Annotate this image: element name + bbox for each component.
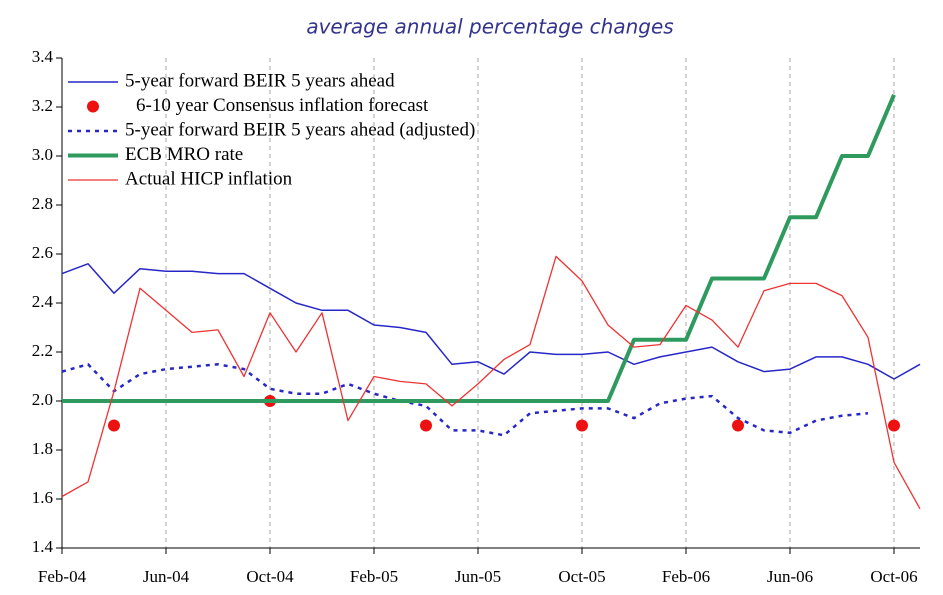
y-tick-label: 1.8 bbox=[32, 439, 53, 458]
x-tick-label: Feb-04 bbox=[38, 567, 87, 586]
series-line bbox=[61, 363, 869, 437]
y-tick-label: 2.8 bbox=[32, 194, 53, 213]
legend-label: 5-year forward BEIR 5 years ahead bbox=[125, 70, 395, 91]
legend-label: 6-10 year Consensus inflation forecast bbox=[136, 95, 429, 116]
legend-label: ECB MRO rate bbox=[125, 144, 243, 165]
forecast-dot bbox=[576, 419, 588, 432]
series-line bbox=[61, 255, 921, 510]
forecast-dot bbox=[420, 419, 432, 432]
y-tick-label: 2.2 bbox=[32, 341, 53, 360]
y-tick-label: 2.0 bbox=[32, 390, 53, 409]
y-tick-label: 1.6 bbox=[32, 488, 53, 507]
y-tick-label: 2.4 bbox=[32, 292, 54, 311]
forecast-dot bbox=[108, 419, 120, 432]
y-tick-label: 3.0 bbox=[32, 145, 53, 164]
y-tick-label: 2.6 bbox=[32, 243, 53, 262]
x-tick-label: Jun-04 bbox=[143, 567, 190, 586]
chart-title: average annual percentage changes bbox=[306, 15, 673, 39]
forecast-dot bbox=[888, 419, 900, 432]
legend-label: Actual HICP inflation bbox=[125, 168, 293, 189]
series-line bbox=[61, 263, 921, 380]
x-tick-label: Oct-05 bbox=[558, 567, 605, 586]
x-tick-label: Jun-06 bbox=[767, 567, 813, 586]
forecast-dot bbox=[732, 419, 744, 432]
x-tick-label: Oct-06 bbox=[870, 567, 917, 586]
x-tick-label: Jun-05 bbox=[455, 567, 501, 586]
y-tick-label: 1.4 bbox=[32, 537, 54, 556]
legend-label: 5-year forward BEIR 5 years ahead (adjus… bbox=[125, 119, 475, 140]
legend-swatch bbox=[87, 100, 99, 113]
y-tick-label: 3.2 bbox=[32, 96, 53, 115]
y-tick-label: 3.4 bbox=[32, 47, 54, 66]
x-tick-label: Oct-04 bbox=[246, 567, 294, 586]
x-tick-label: Feb-06 bbox=[662, 567, 710, 586]
series-line bbox=[62, 94, 896, 403]
x-tick-label: Feb-05 bbox=[350, 567, 398, 586]
